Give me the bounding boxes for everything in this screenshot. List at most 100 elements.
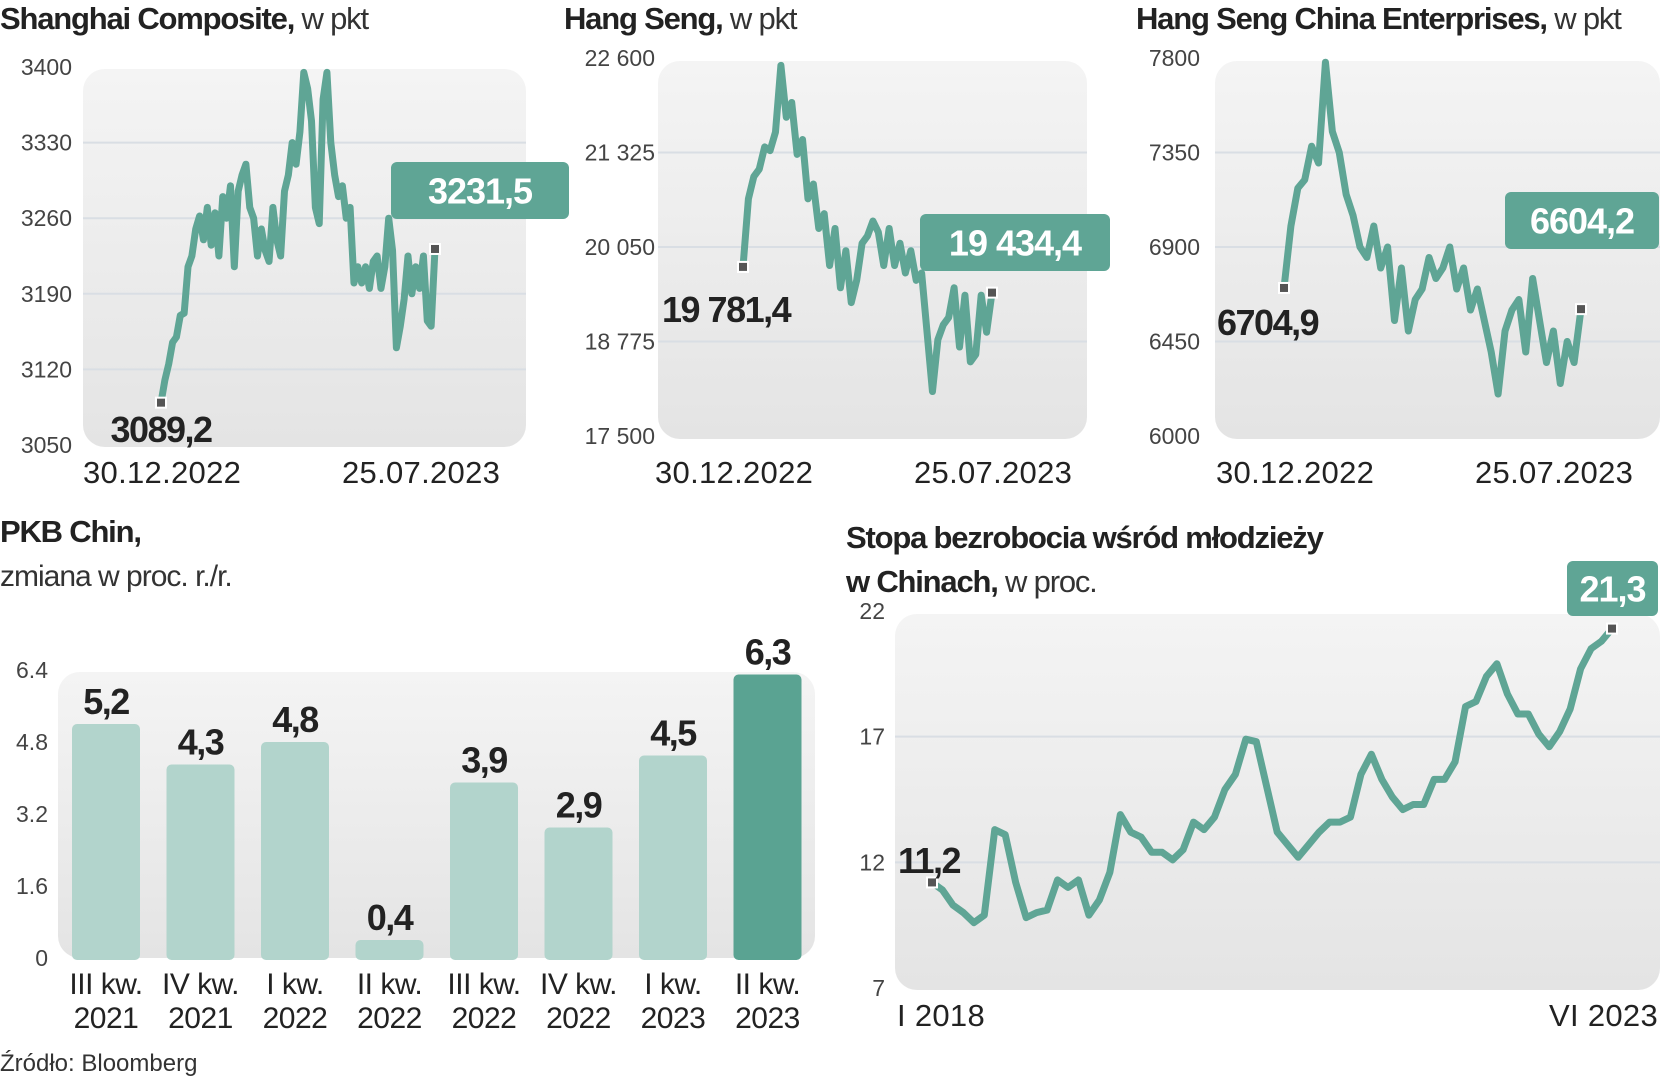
hscei-title: Hang Seng China Enterprises, w pkt <box>1136 1 1622 36</box>
unemployment-title: Stopa bezrobocia wśród młodzieży <box>846 520 1324 555</box>
gdp-bar-value-label: 3,9 <box>461 740 507 781</box>
hang-seng-end-value-box <box>920 214 1110 271</box>
gdp-bar <box>261 742 329 960</box>
gdp-category-year: 2022 <box>357 1002 422 1035</box>
gdp-category-label: III kw. <box>447 968 520 1001</box>
gdp-bar <box>355 940 424 960</box>
hang-seng-end-value-label: 19 434,4 <box>949 223 1082 264</box>
unemployment-end-marker <box>1606 622 1618 635</box>
shanghai-x-start: 30.12.2022 <box>83 455 242 490</box>
hscei-series-line <box>1280 58 1585 398</box>
gdp-category-year: 2022 <box>452 1002 517 1035</box>
hang-seng-end-marker <box>986 286 998 299</box>
unemployment-start-value-label: 11,2 <box>898 840 961 881</box>
gdp-y-tick-label: 0 <box>35 945 48 971</box>
gdp-y-tick-label: 4.8 <box>16 729 48 755</box>
gdp-category-year: 2023 <box>641 1002 706 1035</box>
gdp-category-year: 2021 <box>74 1002 139 1035</box>
gdp-bar-value-label: 5,2 <box>83 681 129 722</box>
hang-seng-title: Hang Seng, w pkt <box>564 1 797 36</box>
shanghai-y-tick-label: 3050 <box>21 432 72 458</box>
gdp-category-label: IV kw. <box>162 968 239 1001</box>
gdp-bar-value-label: 4,5 <box>650 713 697 754</box>
hang-seng-y-tick-label: 18 775 <box>585 329 655 355</box>
shanghai-start-value-label: 3089,2 <box>110 409 212 450</box>
unemployment-end-value-label: 21,3 <box>1579 569 1645 610</box>
gdp-category-year: 2022 <box>546 1002 611 1035</box>
gdp-bar <box>544 827 613 960</box>
shanghai-series-line <box>157 68 439 407</box>
gdp-bar <box>733 674 802 960</box>
gdp-category-label: IV kw. <box>540 968 617 1001</box>
hang-seng-y-tick-label: 21 325 <box>585 140 655 166</box>
gdp-bar-value-label: 2,9 <box>556 785 602 826</box>
gdp-y-tick-label: 6.4 <box>16 657 48 683</box>
unemployment-series-line <box>928 625 1616 927</box>
gdp-y-tick-label: 1.6 <box>16 873 48 899</box>
gdp-bar-value-label: 0,4 <box>367 897 414 938</box>
hscei-y-tick-label: 6000 <box>1149 423 1200 449</box>
shanghai-start-marker <box>155 396 167 409</box>
gdp-category-label: I kw. <box>266 968 324 1001</box>
hscei-plot-background <box>1215 61 1660 439</box>
gdp-category-year: 2022 <box>263 1002 328 1035</box>
gdp-title: PKB Chin, <box>0 514 142 549</box>
gdp-bar <box>450 782 518 960</box>
gdp-plot-background <box>58 672 815 958</box>
hscei-start-value-label: 6704,9 <box>1217 302 1319 343</box>
hscei-y-tick-label: 6450 <box>1149 329 1200 355</box>
hscei-y-tick-label: 6900 <box>1149 234 1200 260</box>
unemployment-end-value-box <box>1567 561 1658 616</box>
hscei-y-tick-label: 7350 <box>1149 140 1200 166</box>
unemployment-title-2: w Chinach, w proc. <box>846 564 1098 599</box>
unemployment-y-tick-label: 7 <box>872 975 885 1001</box>
shanghai-end-marker <box>429 242 441 255</box>
hang-seng-start-marker <box>737 260 749 273</box>
shanghai-end-value-box <box>391 162 569 219</box>
unemployment-y-tick-label: 22 <box>859 598 885 624</box>
hscei-y-tick-label: 7800 <box>1149 45 1200 71</box>
hscei-x-start: 30.12.2022 <box>1216 455 1375 490</box>
hscei-start-marker <box>1278 281 1290 294</box>
hang-seng-y-tick-label: 22 600 <box>585 45 655 71</box>
hscei-end-value-label: 6604,2 <box>1530 201 1634 242</box>
unemployment-start-marker <box>926 876 938 889</box>
shanghai-title: Shanghai Composite, w pkt <box>0 1 369 36</box>
gdp-bar-value-label: 6,3 <box>745 632 791 673</box>
gdp-bar <box>639 755 707 960</box>
gdp-bar-value-label: 4,3 <box>178 722 224 763</box>
hscei-end-value-box <box>1505 192 1659 249</box>
hang-seng-x-end: 25.07.2023 <box>914 455 1073 490</box>
shanghai-y-tick-label: 3120 <box>21 356 72 382</box>
hang-seng-y-tick-label: 17 500 <box>585 423 655 449</box>
gdp-bar-value-label: 4,8 <box>272 699 318 740</box>
hscei-x-end: 25.07.2023 <box>1475 455 1634 490</box>
unemployment-y-tick-label: 17 <box>859 724 885 750</box>
unemployment-y-tick-label: 12 <box>859 849 885 875</box>
hscei-end-marker <box>1575 303 1587 316</box>
gdp-bar <box>72 724 140 960</box>
shanghai-y-tick-label: 3260 <box>21 205 72 231</box>
gdp-category-label: I kw. <box>644 968 702 1001</box>
shanghai-y-tick-label: 3190 <box>21 281 72 307</box>
shanghai-x-end: 25.07.2023 <box>342 455 501 490</box>
shanghai-plot-background <box>83 69 526 447</box>
gdp-category-year: 2021 <box>168 1002 233 1035</box>
hang-seng-start-value-label: 19 781,4 <box>662 289 792 330</box>
unemployment-x-end: VI 2023 <box>1549 998 1658 1033</box>
gdp-category-label: II kw. <box>357 968 422 1001</box>
shanghai-end-value-label: 3231,5 <box>428 171 533 212</box>
shanghai-y-tick-label: 3330 <box>21 130 72 156</box>
hang-seng-x-start: 30.12.2022 <box>655 455 814 490</box>
gdp-y-tick-label: 3.2 <box>16 801 48 827</box>
gdp-category-year: 2023 <box>735 1002 800 1035</box>
shanghai-y-tick-label: 3400 <box>21 54 72 80</box>
source-note: Źródło: Bloomberg <box>0 1050 198 1077</box>
hang-seng-y-tick-label: 20 050 <box>585 234 655 260</box>
hang-seng-series-line <box>739 61 996 396</box>
gdp-subtitle: zmiana w proc. r./r. <box>0 560 233 593</box>
gdp-bar <box>166 764 235 960</box>
unemployment-plot-background <box>895 614 1660 990</box>
